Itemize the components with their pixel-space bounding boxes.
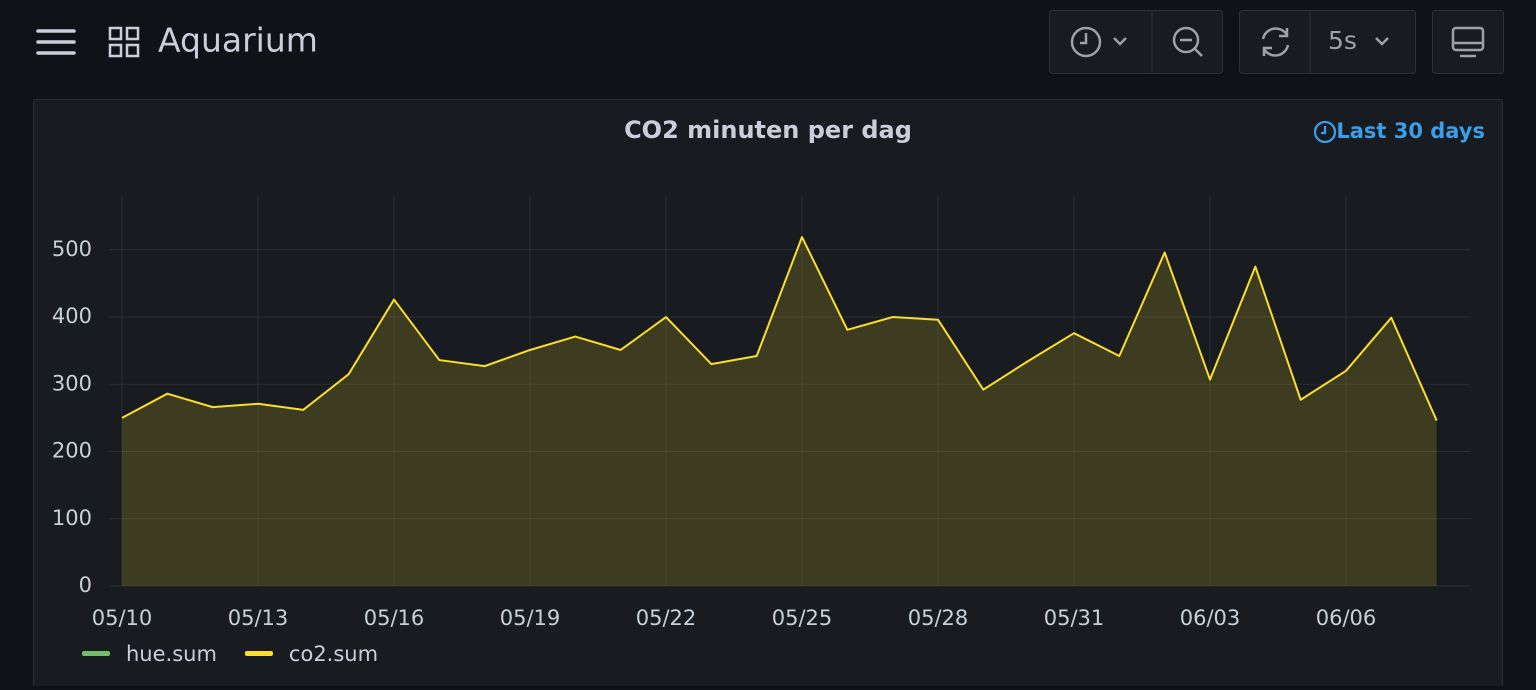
refresh-picker[interactable]: 5s [1239,10,1416,74]
monitor-stand [1453,41,1483,58]
time-range-hand [1321,126,1327,135]
legend-label: co2.sum [289,642,378,666]
button-group [1239,10,1416,74]
time-range-icon [1313,120,1337,144]
menu-button[interactable] [36,29,76,55]
icon-square [108,26,123,41]
x-tick-label: 05/28 [908,606,969,630]
clock-hand [1080,33,1088,45]
plot: 0 100 200 300 400 500 05/10 05/13 05/16 05/19 05/2… [52,196,1470,666]
tv-mode-button[interactable] [1432,10,1504,74]
y-tick-label: 300 [52,371,92,395]
monitor-icon [1451,26,1485,52]
y-tick-label: 100 [52,506,92,530]
icon-square [108,43,123,58]
x-tick-label: 06/06 [1316,606,1377,630]
icon-square [125,26,140,41]
dashboard-title[interactable]: Aquarium [158,21,318,60]
y-tick-label: 400 [52,304,92,328]
zoom-out-mark [1180,38,1203,57]
x-tick-label: 05/19 [500,606,561,630]
legend-item[interactable]: hue.sum [82,642,217,666]
zoom-out-icon [1172,26,1200,54]
legend-swatch [244,651,273,656]
x-tick-label: 05/22 [636,606,697,630]
chevron [1113,37,1127,46]
area [122,237,1437,586]
legend-swatch [82,651,110,656]
dashboards-icon[interactable] [108,26,140,58]
refresh-interval[interactable]: 5s [1328,26,1357,55]
x-tick-label: 05/13 [228,606,289,630]
time-picker[interactable] [1049,10,1223,74]
button-group [1049,10,1223,74]
x-tick-label: 05/16 [364,606,425,630]
y-tick-label: 0 [79,573,92,597]
panel [33,99,1503,690]
x-tick-label: 05/31 [1044,606,1105,630]
clock-icon [1070,26,1102,58]
y-tick-label: 200 [52,439,92,463]
chevron [1375,37,1389,46]
panel-title: CO2 minuten per dag [624,116,912,144]
refresh-icon [1261,27,1290,57]
time-range[interactable]: Last 30 days [1336,119,1485,143]
legend-label: hue.sum [126,642,217,666]
y-tick-label: 500 [52,237,92,261]
line [121,236,1438,421]
legend-item[interactable]: co2.sum [244,642,378,666]
x-tick-label: 06/03 [1180,606,1241,630]
icon-square [125,43,140,58]
x-tick-label: 05/10 [92,606,153,630]
x-tick-label: 05/25 [772,606,833,630]
